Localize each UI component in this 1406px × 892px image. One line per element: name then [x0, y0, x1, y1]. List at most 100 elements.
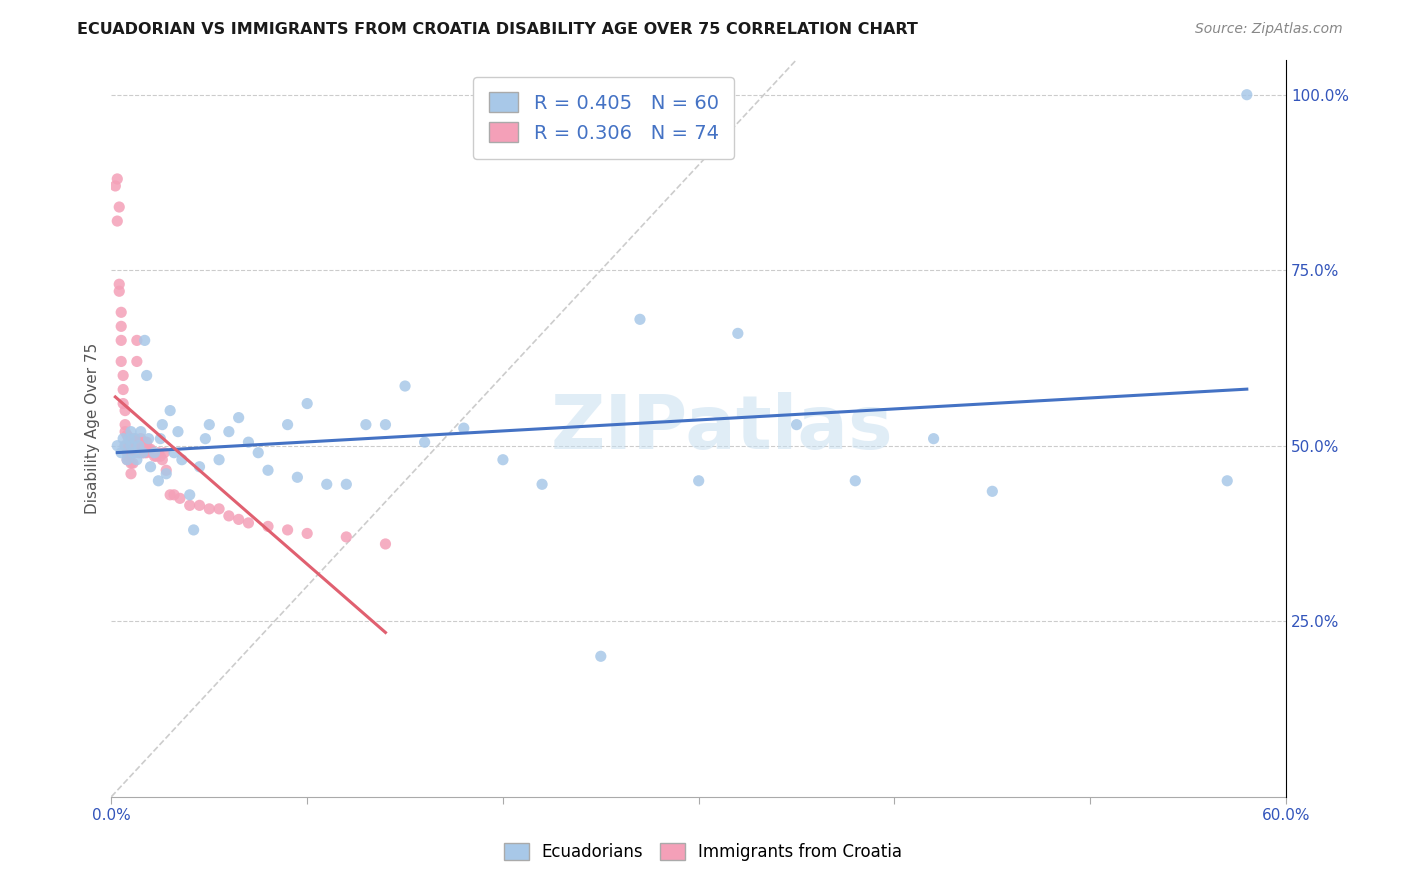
- Point: [110, 334, 132, 348]
- Point: [179, 488, 201, 502]
- Point: [374, 417, 396, 432]
- Point: [128, 435, 150, 450]
- Point: [125, 354, 148, 368]
- Point: [104, 178, 127, 193]
- Point: [183, 523, 205, 537]
- Point: [124, 432, 146, 446]
- Text: ZIPatlas: ZIPatlas: [551, 392, 893, 465]
- Point: [145, 449, 167, 463]
- Point: [198, 501, 221, 516]
- Point: [155, 467, 177, 481]
- Point: [589, 649, 612, 664]
- Point: [153, 446, 176, 460]
- Point: [167, 425, 190, 439]
- Point: [128, 446, 150, 460]
- Point: [149, 432, 172, 446]
- Point: [354, 417, 377, 432]
- Point: [148, 446, 170, 460]
- Point: [129, 425, 152, 439]
- Point: [981, 484, 1004, 499]
- Point: [922, 432, 945, 446]
- Text: Source: ZipAtlas.com: Source: ZipAtlas.com: [1195, 22, 1343, 37]
- Point: [148, 474, 170, 488]
- Point: [120, 439, 142, 453]
- Point: [159, 403, 181, 417]
- Point: [110, 319, 132, 334]
- Point: [112, 432, 135, 446]
- Point: [228, 512, 250, 526]
- Point: [295, 526, 318, 541]
- Point: [453, 421, 475, 435]
- Point: [112, 396, 135, 410]
- Point: [295, 396, 318, 410]
- Point: [139, 459, 162, 474]
- Point: [150, 417, 173, 432]
- Point: [138, 442, 160, 457]
- Point: [257, 519, 280, 533]
- Point: [727, 326, 749, 341]
- Point: [132, 435, 155, 450]
- Point: [287, 470, 309, 484]
- Point: [786, 417, 808, 432]
- Point: [129, 439, 152, 453]
- Point: [688, 474, 710, 488]
- Point: [122, 446, 145, 460]
- Point: [155, 463, 177, 477]
- Point: [149, 449, 172, 463]
- Point: [628, 312, 651, 326]
- Point: [170, 452, 193, 467]
- Point: [115, 439, 138, 453]
- Point: [228, 410, 250, 425]
- Point: [413, 435, 436, 450]
- Point: [120, 439, 142, 453]
- Point: [188, 499, 211, 513]
- Point: [179, 499, 201, 513]
- Point: [122, 456, 145, 470]
- Point: [159, 488, 181, 502]
- Point: [132, 446, 155, 460]
- Point: [163, 488, 186, 502]
- Point: [335, 477, 357, 491]
- Point: [134, 446, 156, 460]
- Point: [115, 446, 138, 460]
- Point: [114, 425, 136, 439]
- Point: [135, 446, 157, 460]
- Point: [108, 200, 131, 214]
- Point: [257, 463, 280, 477]
- Point: [208, 452, 231, 467]
- Point: [120, 467, 142, 481]
- Point: [120, 432, 142, 446]
- Point: [118, 452, 141, 467]
- Point: [125, 334, 148, 348]
- Point: [125, 439, 148, 453]
- Legend: R = 0.405   N = 60, R = 0.306   N = 74: R = 0.405 N = 60, R = 0.306 N = 74: [474, 77, 734, 159]
- Point: [492, 452, 515, 467]
- Point: [110, 446, 132, 460]
- Point: [129, 432, 152, 446]
- Point: [139, 442, 162, 457]
- Point: [531, 477, 554, 491]
- Point: [110, 305, 132, 319]
- Point: [169, 491, 191, 506]
- Point: [188, 459, 211, 474]
- Point: [115, 452, 138, 467]
- Point: [129, 446, 152, 460]
- Legend: Ecuadorians, Immigrants from Croatia: Ecuadorians, Immigrants from Croatia: [491, 830, 915, 875]
- Point: [115, 452, 138, 467]
- Point: [134, 435, 156, 450]
- Point: [277, 417, 299, 432]
- Text: ECUADORIAN VS IMMIGRANTS FROM CROATIA DISABILITY AGE OVER 75 CORRELATION CHART: ECUADORIAN VS IMMIGRANTS FROM CROATIA DI…: [77, 22, 918, 37]
- Point: [1216, 474, 1239, 488]
- Point: [198, 417, 221, 432]
- Point: [124, 432, 146, 446]
- Point: [124, 439, 146, 453]
- Point: [105, 172, 128, 186]
- Point: [143, 446, 166, 460]
- Y-axis label: Disability Age Over 75: Disability Age Over 75: [86, 343, 100, 514]
- Point: [120, 425, 142, 439]
- Point: [114, 403, 136, 417]
- Point: [277, 523, 299, 537]
- Point: [218, 508, 240, 523]
- Point: [114, 417, 136, 432]
- Point: [118, 432, 141, 446]
